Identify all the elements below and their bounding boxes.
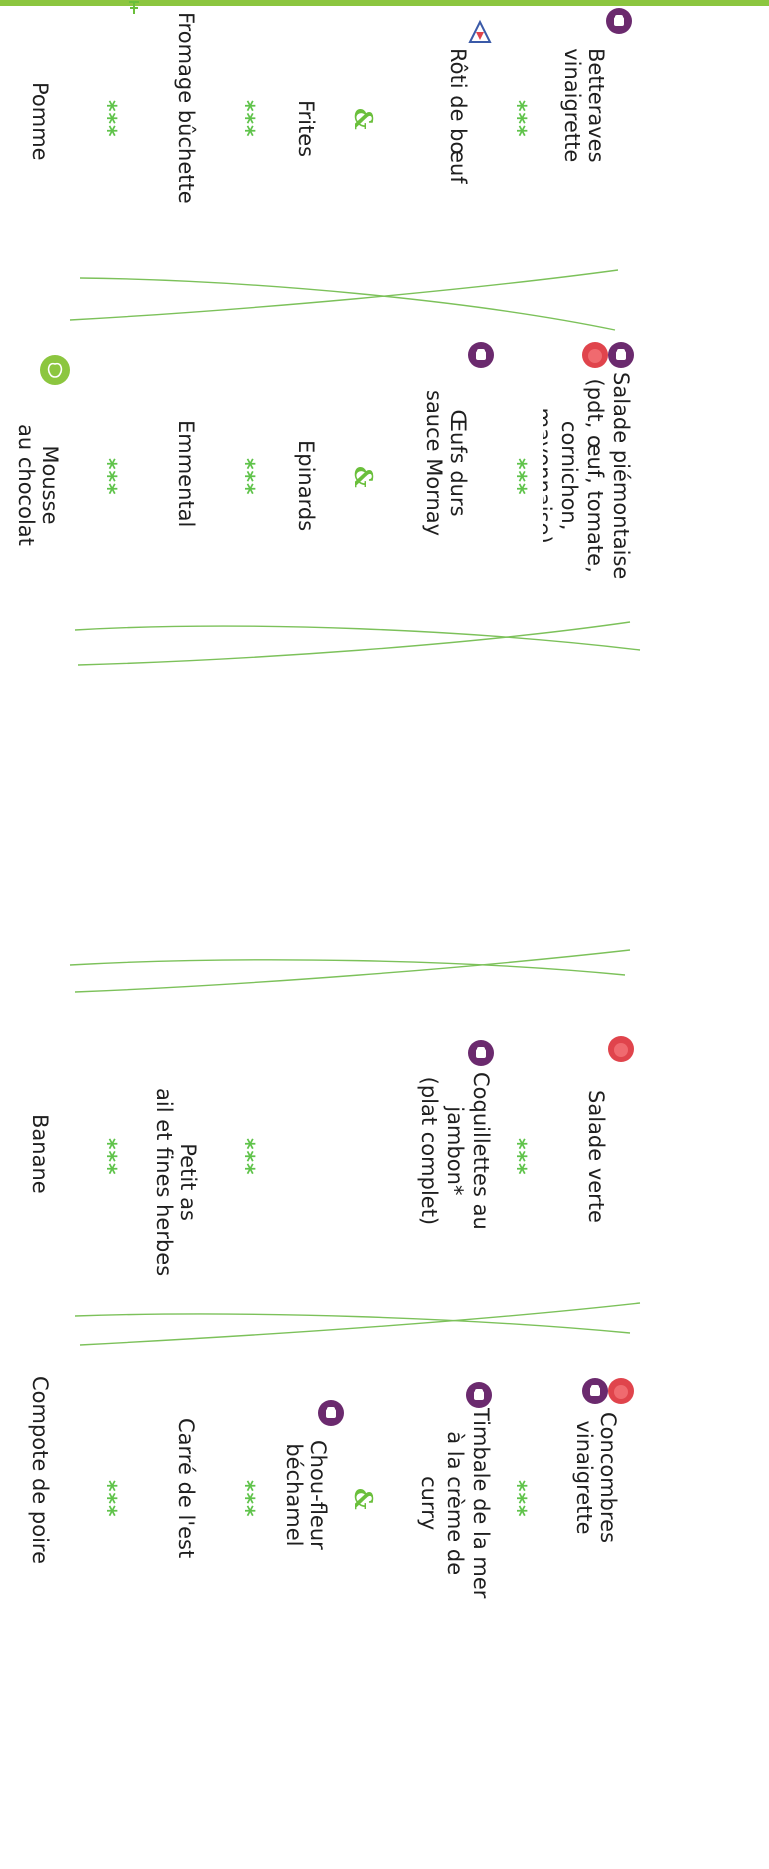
tomato-icon bbox=[608, 1378, 634, 1408]
separator-3 bbox=[69, 949, 631, 993]
day2-main-line2: sauce Mornay bbox=[422, 390, 446, 537]
day2-side-line1: Epinards bbox=[294, 440, 318, 532]
day2-starter: Salade piémontaise (pdt, œuf, tomate, co… bbox=[543, 372, 634, 579]
day3-sep-1: *** bbox=[505, 1138, 530, 1176]
day1-starter-line1: Betteraves bbox=[584, 48, 608, 163]
day3-main-line3: (plat complet) bbox=[417, 1076, 441, 1226]
day3-main: Coquillettes au jambon* (plat complet) bbox=[416, 1072, 494, 1230]
day4-main-line2: à la crème de bbox=[443, 1431, 467, 1576]
day3-starter: Salade verte bbox=[584, 1090, 608, 1223]
tomato-icon bbox=[608, 1036, 634, 1066]
day3-dairy-line2: ail et fines herbes bbox=[152, 1088, 176, 1277]
day2-starter-line1: Salade piémontaise bbox=[609, 372, 633, 580]
day2-sep-2: *** bbox=[233, 458, 258, 496]
day1-side-line1: Frites bbox=[294, 100, 318, 158]
day2-amp: & bbox=[349, 466, 378, 488]
day4-starter-line1: Concombres bbox=[596, 1412, 620, 1544]
day2-dessert-line1: Mousse bbox=[38, 445, 62, 525]
day4-sep-3: *** bbox=[95, 1480, 120, 1518]
day4-side-line2: béchamel bbox=[282, 1443, 306, 1547]
day1-main: Rôti de bœuf bbox=[446, 48, 470, 184]
flag-icon bbox=[466, 18, 494, 50]
separator-2 bbox=[74, 621, 641, 666]
day4-side-line1: Chou-fleur bbox=[306, 1440, 330, 1550]
day1-dairy-line1: Fromage bûchette bbox=[174, 12, 198, 204]
day4-starter-line2: vinaigrette bbox=[572, 1420, 596, 1535]
chef-hat-icon bbox=[468, 342, 494, 372]
day1-starter: Betteraves vinaigrette bbox=[560, 48, 608, 163]
day3-dessert: Banane bbox=[28, 1114, 52, 1194]
apple-icon bbox=[40, 355, 70, 389]
tomato-icon bbox=[582, 342, 608, 372]
day4-main-line3: curry bbox=[417, 1476, 441, 1531]
day1-dessert-line1: Pomme bbox=[28, 82, 52, 161]
top-green-bar bbox=[0, 0, 769, 6]
day1-dairy: Fromage bûchette bbox=[174, 12, 198, 204]
day1-amp: & bbox=[349, 108, 378, 130]
day4-dessert: Compote de poire bbox=[28, 1376, 52, 1564]
day2-starter-line4: mayonnaise) bbox=[543, 407, 555, 544]
day1-dessert: Pomme bbox=[28, 82, 52, 161]
day2-main-line1: Œufs durs bbox=[446, 409, 470, 517]
day2-main: Œufs durs sauce Mornay bbox=[422, 390, 470, 536]
day1-sep-3: *** bbox=[95, 100, 120, 138]
day4-sep-2: *** bbox=[233, 1480, 258, 1518]
leaf-mark-icon bbox=[129, 1, 139, 14]
day3-sep-3: *** bbox=[95, 1138, 120, 1176]
chef-hat-icon bbox=[608, 342, 634, 372]
day3-dairy-line1: Petit as bbox=[176, 1143, 200, 1221]
day4-dairy-line1: Carré de l'est bbox=[174, 1418, 198, 1559]
chef-hat-icon bbox=[318, 1400, 344, 1430]
day4-side: Chou-fleur béchamel bbox=[282, 1440, 330, 1550]
day2-starter-line2: (pdt, œuf, tomate, bbox=[583, 378, 607, 573]
day2-starter-line3: cornichon, bbox=[557, 420, 581, 531]
day2-dessert-line2: au chocolat bbox=[14, 424, 38, 546]
separator-1 bbox=[69, 269, 619, 331]
day4-starter: Concombres vinaigrette bbox=[572, 1412, 620, 1543]
day4-amp: & bbox=[349, 1488, 378, 1510]
day2-sep-1: *** bbox=[505, 458, 530, 496]
day3-dessert-line1: Banane bbox=[28, 1114, 52, 1194]
day1-starter-line2: vinaigrette bbox=[560, 48, 584, 163]
day1-sep-1: *** bbox=[505, 100, 530, 138]
separator-4 bbox=[74, 1302, 641, 1346]
day4-main-line1: Timbale de la mer bbox=[469, 1408, 493, 1599]
day2-dairy-line1: Emmental bbox=[174, 420, 198, 528]
day2-dessert: Mousse au chocolat bbox=[14, 424, 62, 546]
day2-side: Epinards bbox=[294, 440, 318, 531]
day2-sep-3: *** bbox=[95, 458, 120, 496]
day3-starter-line1: Salade verte bbox=[584, 1090, 608, 1223]
day4-dairy: Carré de l'est bbox=[174, 1418, 198, 1558]
day3-main-line2: jambon* bbox=[443, 1106, 467, 1196]
day3-sep-2: *** bbox=[233, 1138, 258, 1176]
chef-hat-icon bbox=[466, 1382, 492, 1412]
day1-main-line1: Rôti de bœuf bbox=[446, 48, 470, 184]
day3-dairy: Petit as ail et fines herbes bbox=[152, 1088, 200, 1276]
chef-hat-icon bbox=[606, 8, 632, 38]
day4-sep-1: *** bbox=[505, 1480, 530, 1518]
day4-dessert-line1: Compote de poire bbox=[28, 1376, 52, 1565]
day4-main: Timbale de la mer à la crème de curry bbox=[416, 1408, 494, 1598]
day1-sep-2: *** bbox=[233, 100, 258, 138]
day1-side: Frites bbox=[294, 100, 318, 157]
chef-hat-icon bbox=[582, 1378, 608, 1408]
day2-dairy: Emmental bbox=[174, 420, 198, 527]
chef-hat-icon bbox=[468, 1040, 494, 1070]
day3-main-line1: Coquillettes au bbox=[469, 1072, 493, 1230]
